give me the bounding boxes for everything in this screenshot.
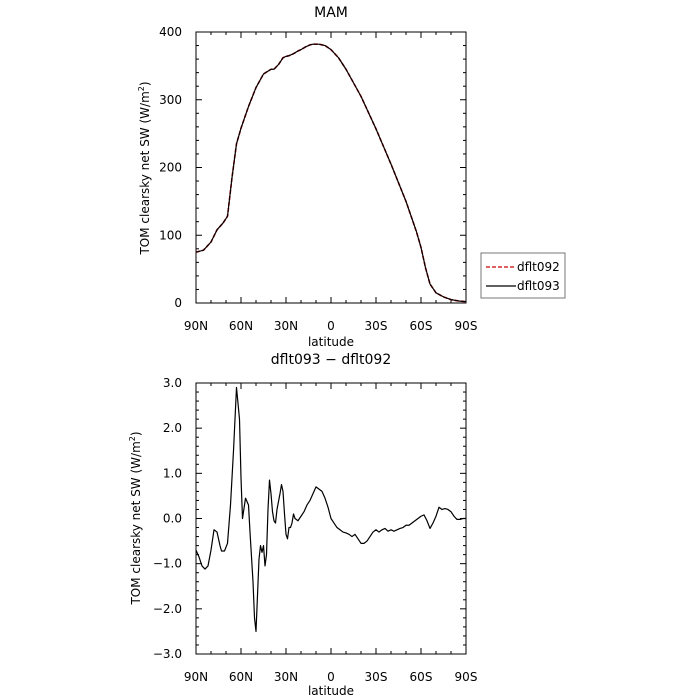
top-x-axis-title: latitude	[308, 335, 354, 349]
bottom-y-tick-label: −1.0	[153, 557, 182, 571]
bottom-y-axis-title: TOM clearsky net SW (W/m2)	[128, 431, 143, 605]
top-y-tick-label: 400	[159, 25, 182, 39]
top-y-tick-label: 100	[159, 228, 182, 242]
top-x-tick-label: 30N	[274, 319, 298, 333]
top-y-tick-label: 0	[174, 296, 182, 310]
top-plot-frame	[195, 31, 467, 304]
top-series-lines	[195, 43, 467, 303]
bottom-x-tick-label: 90S	[455, 670, 478, 684]
top-chart-panel: MAM 90N 60N 30N 0 30S 60S 90S 0 100 200 300 400 lat…	[137, 5, 477, 349]
legend-label-dflt092: dflt092	[517, 260, 560, 274]
bottom-x-tick-label: 30S	[365, 670, 388, 684]
bottom-x-tick-label: 60S	[410, 670, 433, 684]
bottom-x-tick-label: 30N	[274, 670, 298, 684]
bottom-series-lines	[195, 386, 466, 633]
top-series-line-dflt092	[195, 43, 467, 303]
top-y-axis-title: TOM clearsky net SW (W/m2)	[137, 81, 152, 255]
top-y-tick-label: 300	[159, 93, 182, 107]
bottom-y-tick-label: 3.0	[163, 376, 182, 390]
bottom-x-axis-title: latitude	[308, 684, 354, 698]
top-x-tick-label: 90S	[455, 319, 478, 333]
top-x-tick-label: 0	[327, 319, 335, 333]
bottom-chart-panel: dflt093 − dflt092 90N 60N 30N 0 30S 60S 90S −3.…	[128, 352, 477, 698]
top-series-line-dflt093	[195, 43, 467, 303]
top-x-tick-label: 30S	[365, 319, 388, 333]
bottom-y-tick-label: 2.0	[163, 421, 182, 435]
top-x-tick-label: 60S	[410, 319, 433, 333]
legend-box	[480, 252, 566, 299]
top-axis-ticks: 90N 60N 30N 0 30S 60S 90S 0 100 200 300 400	[159, 25, 477, 333]
top-y-tick-label: 200	[159, 161, 182, 175]
bottom-y-tick-label: 0.0	[163, 512, 182, 526]
top-chart-title: MAM	[314, 5, 348, 21]
bottom-y-tick-label: −3.0	[153, 647, 182, 661]
top-x-tick-label: 90N	[184, 319, 208, 333]
bottom-y-tick-label: −2.0	[153, 602, 182, 616]
bottom-y-tick-label: 1.0	[163, 466, 182, 480]
bottom-chart-title: dflt093 − dflt092	[271, 352, 391, 368]
bottom-x-tick-label: 90N	[184, 670, 208, 684]
bottom-x-tick-label: 60N	[229, 670, 253, 684]
top-x-tick-label: 60N	[229, 319, 253, 333]
bottom-x-tick-label: 0	[327, 670, 335, 684]
bottom-axis-ticks: 90N 60N 30N 0 30S 60S 90S −3.0 −2.0 −1.0 0.0 1.0 2.0…	[153, 376, 478, 684]
legend: dflt092 dflt093	[480, 252, 566, 299]
bottom-series-line	[195, 386, 466, 633]
legend-label-dflt093: dflt093	[517, 279, 560, 293]
